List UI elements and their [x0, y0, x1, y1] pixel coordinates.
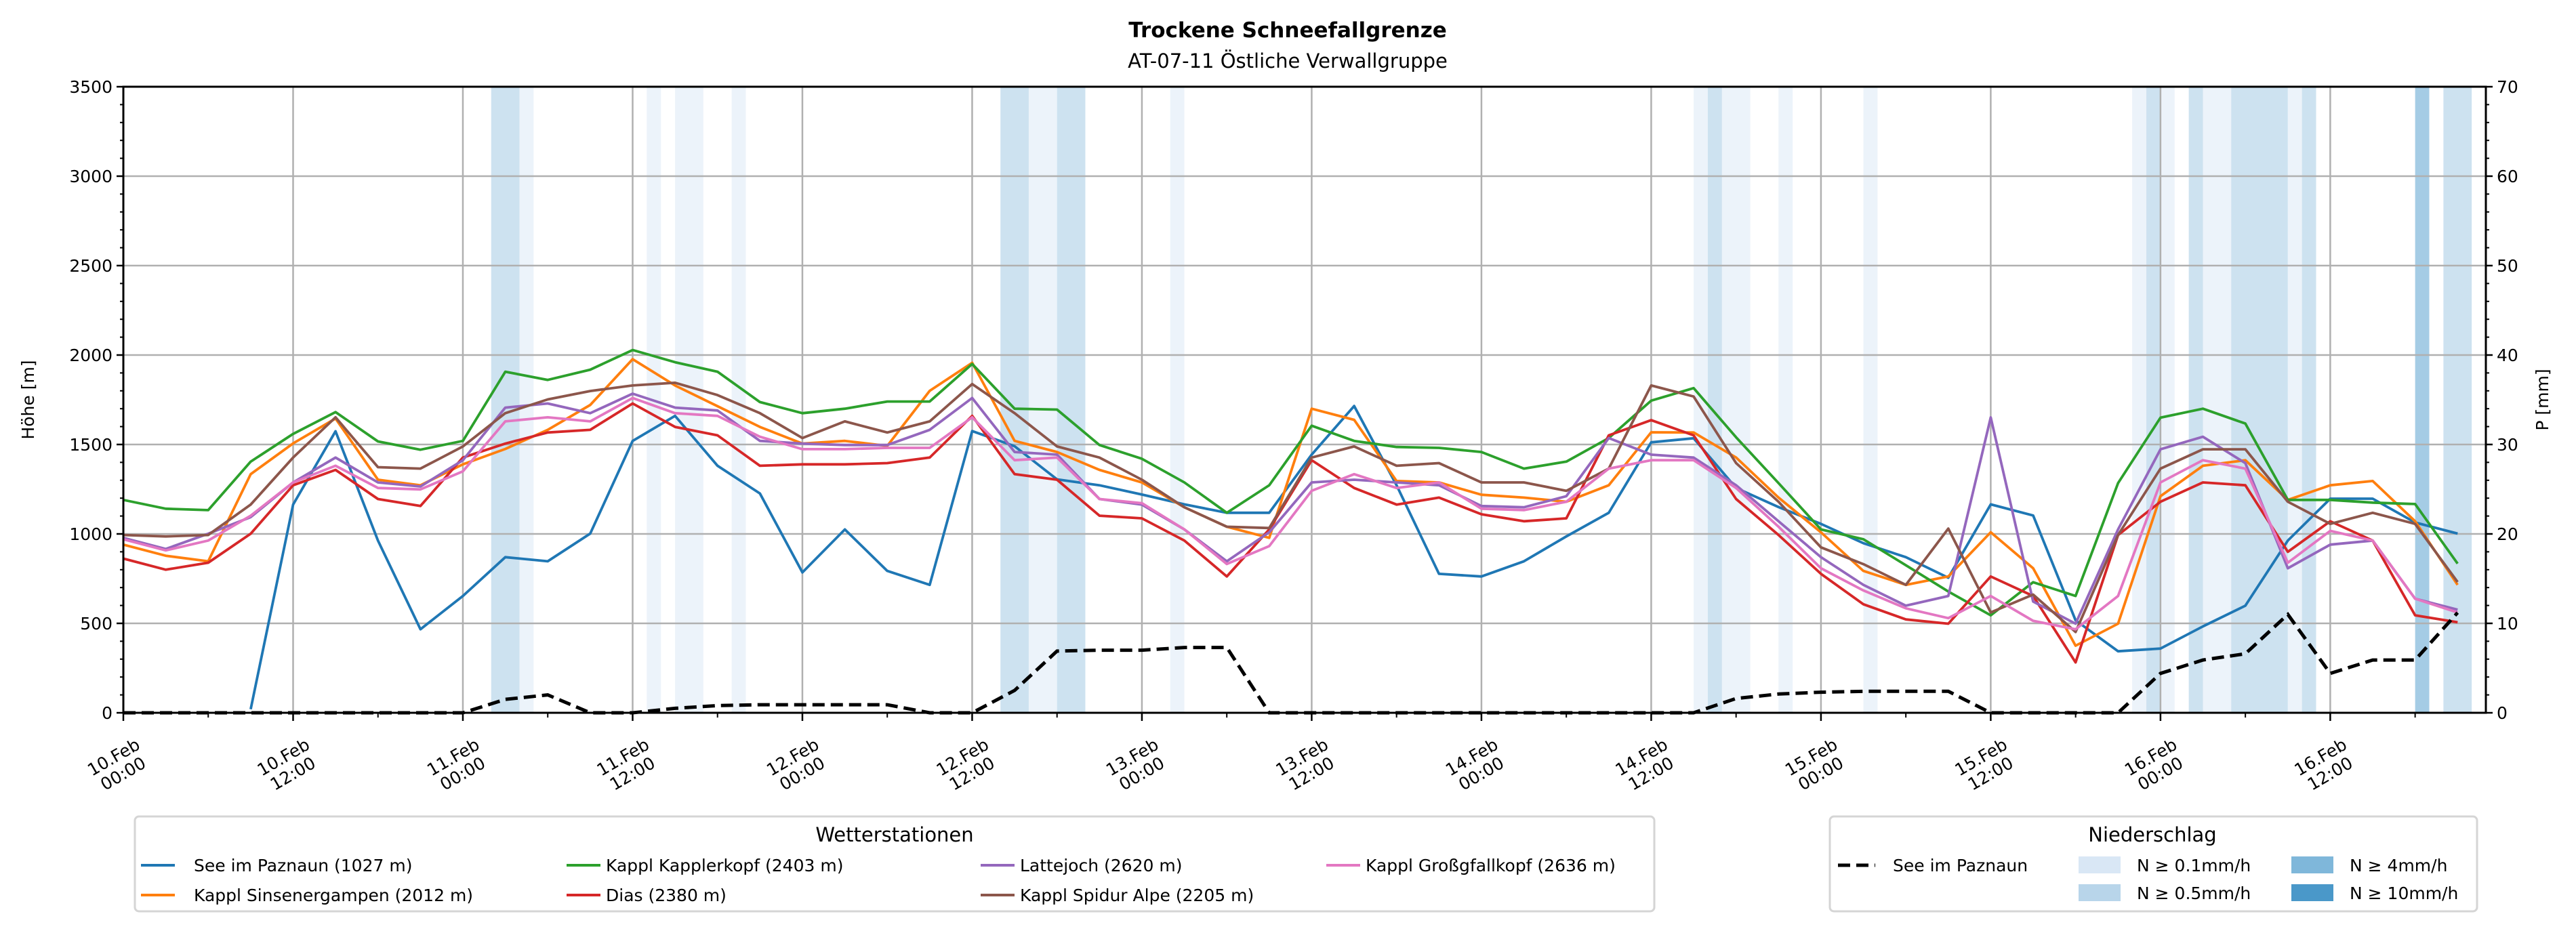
precipitation-bands: [491, 87, 2472, 713]
precip-band: [2188, 87, 2203, 713]
precip-band: [2160, 87, 2175, 713]
precip-band: [1707, 87, 1722, 713]
plot-frame: [122, 85, 2487, 714]
y-right-tick-label: 0: [2497, 703, 2508, 723]
y-tick-label: 2500: [69, 256, 113, 276]
precip-band: [731, 87, 746, 713]
grid-lines: [122, 85, 2486, 714]
chart-subtitle: AT-07-11 Östliche Verwallgruppe: [1128, 49, 1448, 72]
y-right-tick-label: 40: [2497, 346, 2518, 365]
y-right-tick-label: 70: [2497, 77, 2518, 97]
y-right-tick-label: 10: [2497, 614, 2518, 634]
y-right-tick-label: 20: [2497, 524, 2518, 544]
precipitation-line: [123, 611, 2459, 715]
y-axis-label: Höhe [m]: [18, 360, 38, 439]
legend-label: Dias (2380 m): [606, 886, 727, 905]
series-line: [123, 381, 2459, 634]
y-tick-label: 3500: [69, 77, 113, 97]
precipitation-dashed-line: [123, 611, 2459, 715]
legend-precip-swatch: [2291, 884, 2333, 901]
precip-band: [1170, 87, 1185, 713]
series-line: [123, 348, 2459, 617]
chart-title: Trockene Schneefallgrenze: [1128, 18, 1447, 43]
legend-precip-title: Niederschlag: [2088, 823, 2216, 846]
y-tick-label: 2000: [69, 346, 113, 365]
precip-band: [2146, 87, 2161, 713]
precip-band: [2443, 87, 2472, 713]
series-line: [123, 392, 2458, 625]
legend-label: Kappl Sinsenergampen (2012 m): [194, 886, 473, 905]
legend-precip-swatch: [2079, 884, 2121, 901]
y-tick-label: 3000: [69, 167, 113, 186]
legend-precip-line-label: See im Paznaun: [1893, 856, 2028, 875]
legend-stations-title: Wetterstationen: [815, 823, 973, 846]
legend-precipitation: Niederschlag See im Paznaun N ≥ 0.1mm/h N…: [1828, 815, 2478, 913]
y-right-tick-label: 30: [2497, 435, 2518, 455]
precip-band: [2132, 87, 2147, 713]
precip-band: [2415, 87, 2430, 713]
legend-stations: Wetterstationen See im Paznaun (1027 m) K…: [134, 815, 1656, 913]
precip-band: [1778, 87, 1793, 713]
precip-band: [2302, 87, 2316, 713]
precip-band: [1028, 87, 1057, 713]
station-lines: [123, 348, 2459, 710]
precip-band: [675, 87, 703, 713]
y-axis-right-label: P [mm]: [2533, 369, 2552, 430]
legend-precip-swatch: [2079, 856, 2121, 873]
precip-band: [519, 87, 534, 713]
legend-precip-label: N ≥ 0.1mm/h: [2137, 856, 2251, 875]
series-line: [249, 405, 2458, 710]
y-tick-label: 500: [80, 614, 113, 634]
legend-precip-label: N ≥ 0.5mm/h: [2137, 884, 2251, 903]
legend-precip-label: N ≥ 10mm/h: [2350, 884, 2458, 903]
legend-precip-label: N ≥ 4mm/h: [2350, 856, 2447, 875]
y-right-tick-label: 50: [2497, 256, 2518, 276]
precip-band: [491, 87, 520, 713]
precip-band: [1863, 87, 1878, 713]
precip-band: [1721, 87, 1751, 713]
y-tick-label: 1500: [69, 435, 113, 455]
legend-precip-swatch: [2291, 856, 2333, 873]
y-tick-label: 1000: [69, 524, 113, 544]
legend-label: See im Paznaun (1027 m): [194, 856, 412, 875]
legend-label: Kappl Großgfallkopf (2636 m): [1366, 856, 1616, 875]
y-right-tick-label: 60: [2497, 167, 2518, 186]
series-line: [123, 396, 2458, 631]
legend-label: Kappl Kapplerkopf (2403 m): [606, 856, 843, 875]
series-line: [123, 358, 2459, 647]
precip-band: [1057, 87, 1086, 713]
precip-band: [2203, 87, 2232, 713]
y-tick-label: 0: [102, 703, 113, 723]
precip-band: [2231, 87, 2288, 713]
precip-band: [1694, 87, 1708, 713]
legend-label: Lattejoch (2620 m): [1020, 856, 1182, 875]
legend-label: Kappl Spidur Alpe (2205 m): [1020, 886, 1254, 905]
